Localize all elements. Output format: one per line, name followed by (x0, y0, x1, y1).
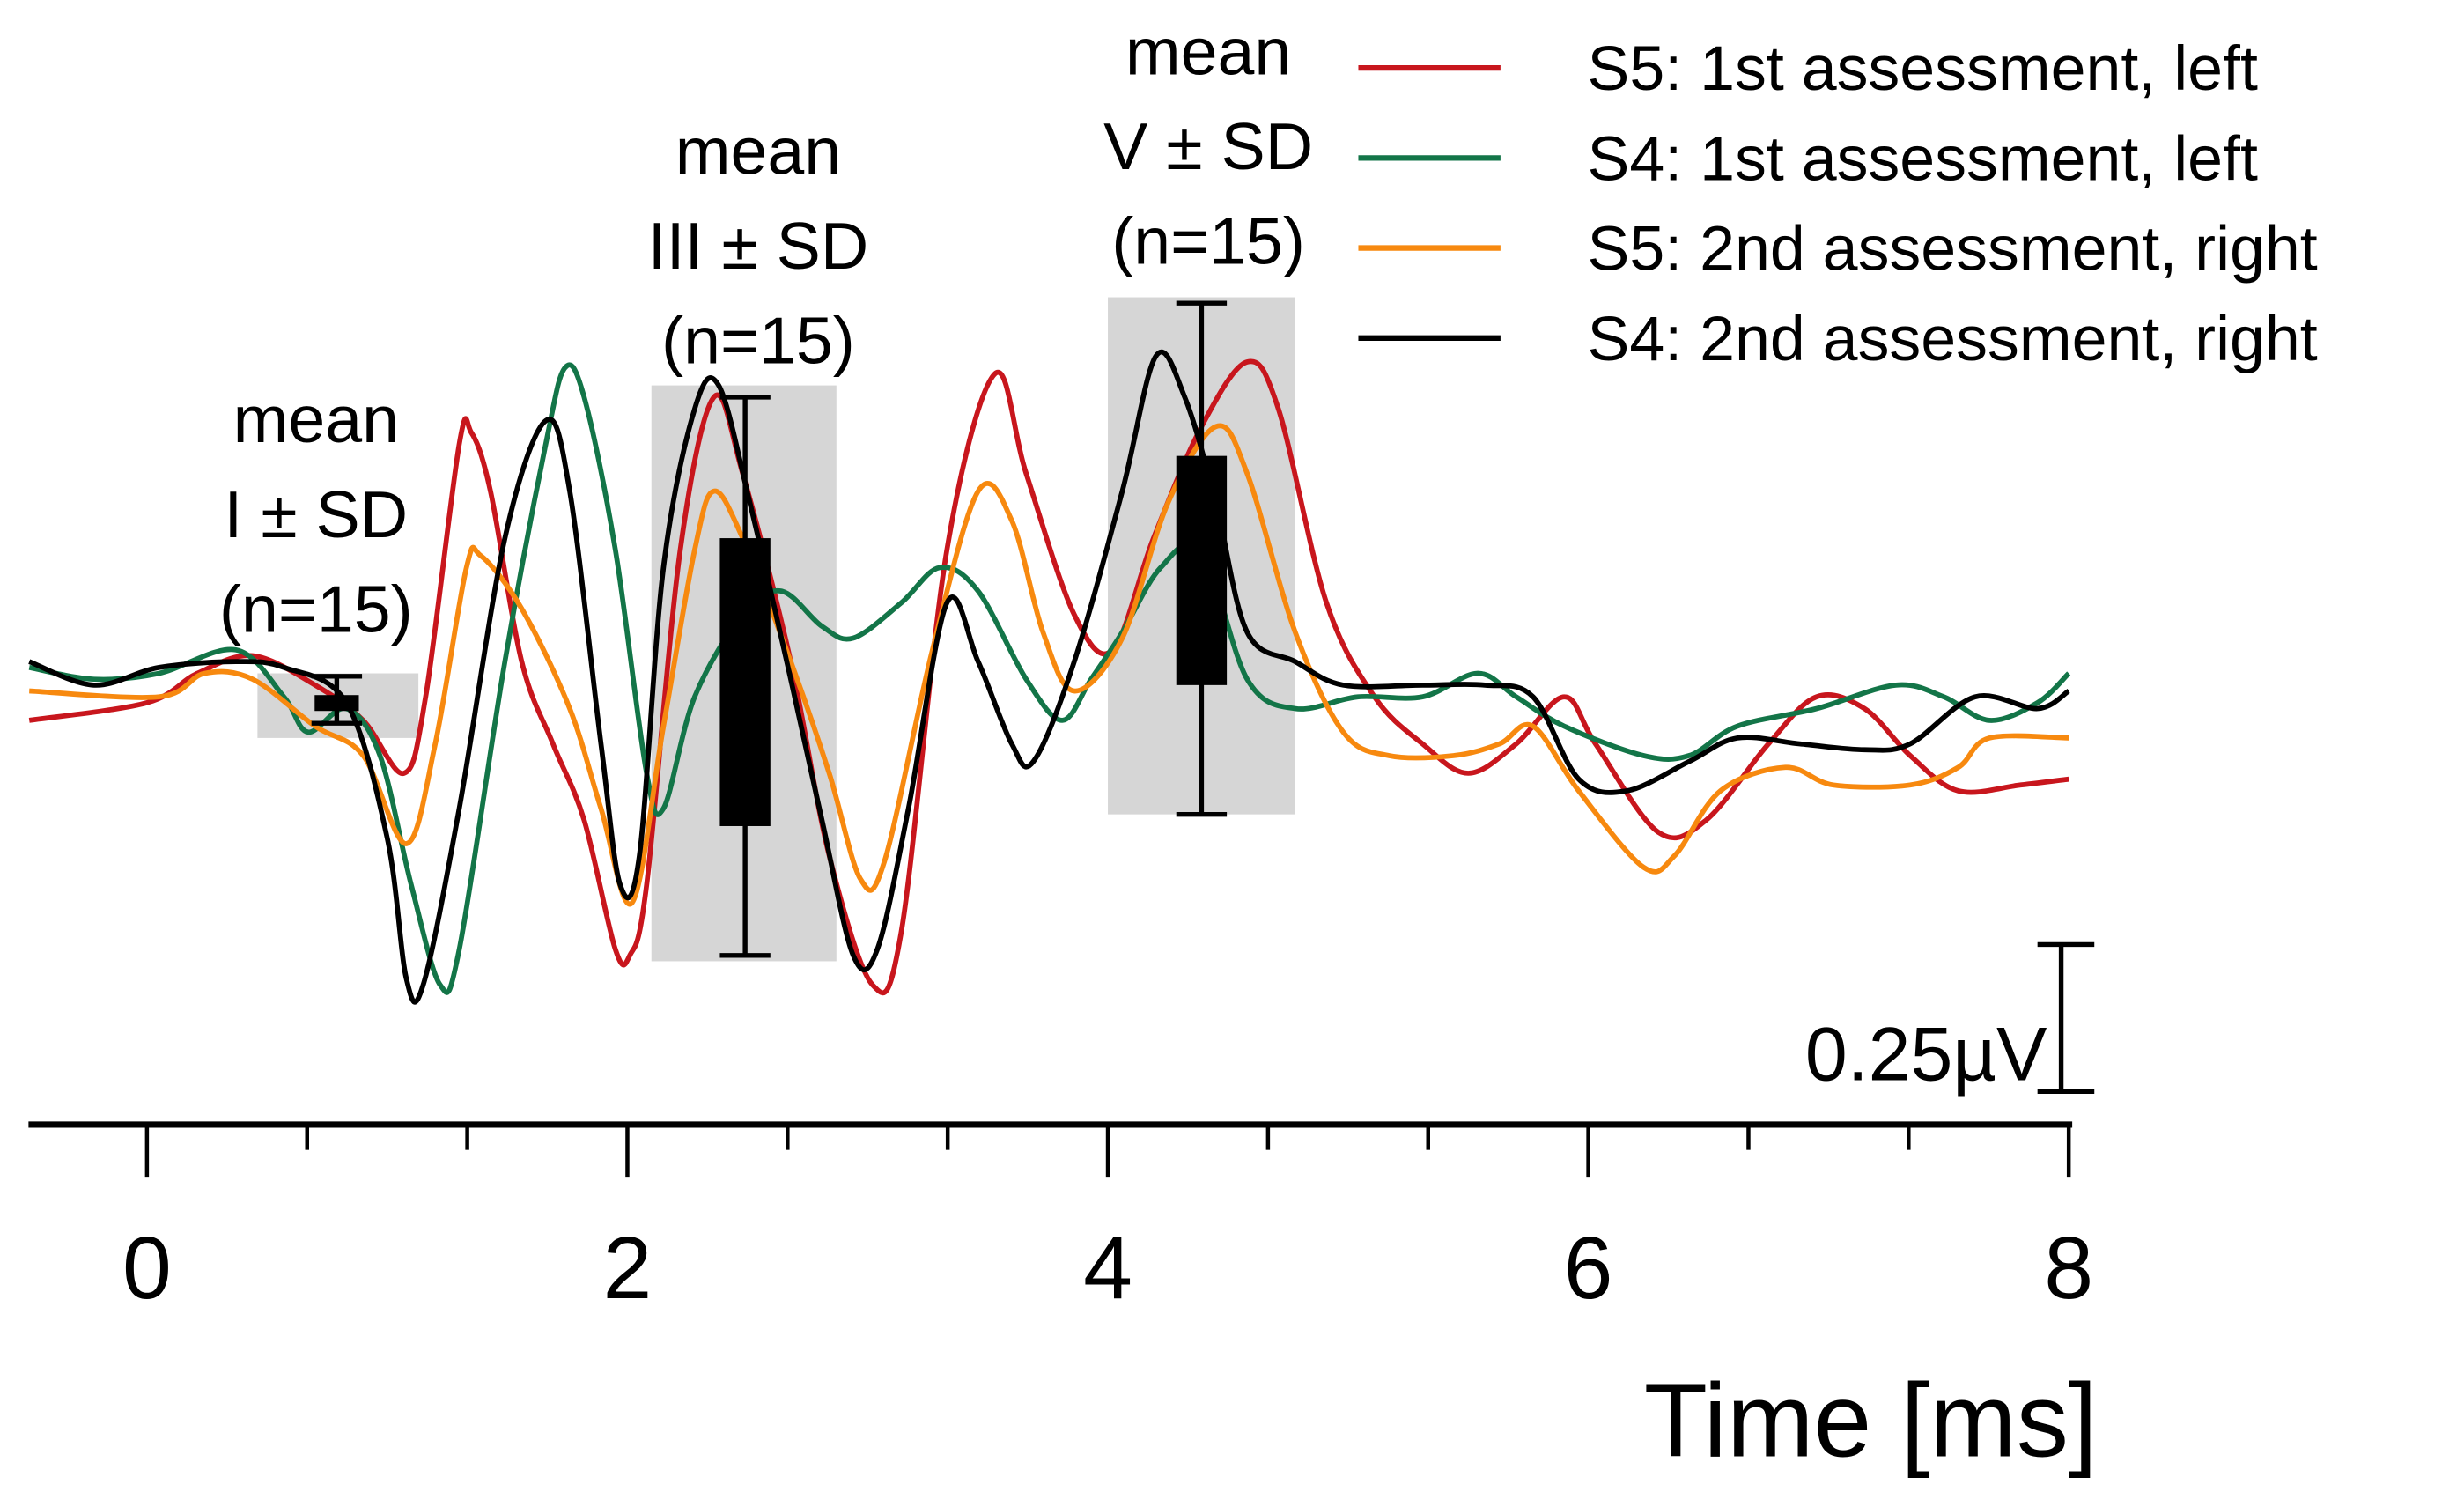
legend-label: S4: 1st assessment, left (1588, 123, 2258, 194)
scale-bar: 0.25µV (1805, 941, 2095, 1097)
box-label-line: (n=15) (219, 572, 413, 646)
scale-bar-label: 0.25µV (1805, 1013, 2047, 1097)
trace-line (28, 349, 2070, 1005)
sd-box (719, 538, 771, 826)
waveform-traces (28, 349, 2071, 1005)
legend-label: S5: 1st assessment, left (1588, 33, 2258, 104)
x-tick-label: 2 (603, 1219, 653, 1318)
trace-line (28, 362, 2071, 995)
box-label-line: mean (675, 114, 841, 188)
x-tick-label: 8 (2044, 1219, 2093, 1318)
box-label-line: (n=15) (661, 303, 855, 377)
box-label-line: III ± SD (648, 209, 869, 283)
box-label-line: mean (1125, 14, 1291, 88)
x-tick-label: 0 (122, 1219, 172, 1318)
x-axis-title: Time [ms] (1644, 1363, 2098, 1480)
box-label-line: (n=15) (1111, 204, 1305, 278)
legend: S5: 1st assessment, left S4: 1st assessme… (1358, 33, 2318, 374)
box-label-line: mean (233, 382, 399, 456)
x-tick-label: 6 (1564, 1219, 1613, 1318)
trace-line (28, 358, 2069, 996)
x-tick-label: 4 (1083, 1219, 1132, 1318)
box-markers (311, 300, 1228, 958)
box-labels: mean I ± SD (n=15) mean III ± SD (n=15) mean V … (219, 14, 1313, 646)
x-axis: 0 2 4 6 8 (28, 1121, 2093, 1318)
legend-label: S5: 2nd assessment, right (1588, 214, 2318, 284)
trace-line (29, 423, 2069, 907)
sd-box (314, 695, 359, 712)
legend-label: S4: 2nd assessment, right (1588, 304, 2318, 374)
box-label-line: I ± SD (224, 477, 408, 551)
box-label-line: V ± SD (1103, 109, 1313, 183)
sd-box (1176, 455, 1228, 685)
